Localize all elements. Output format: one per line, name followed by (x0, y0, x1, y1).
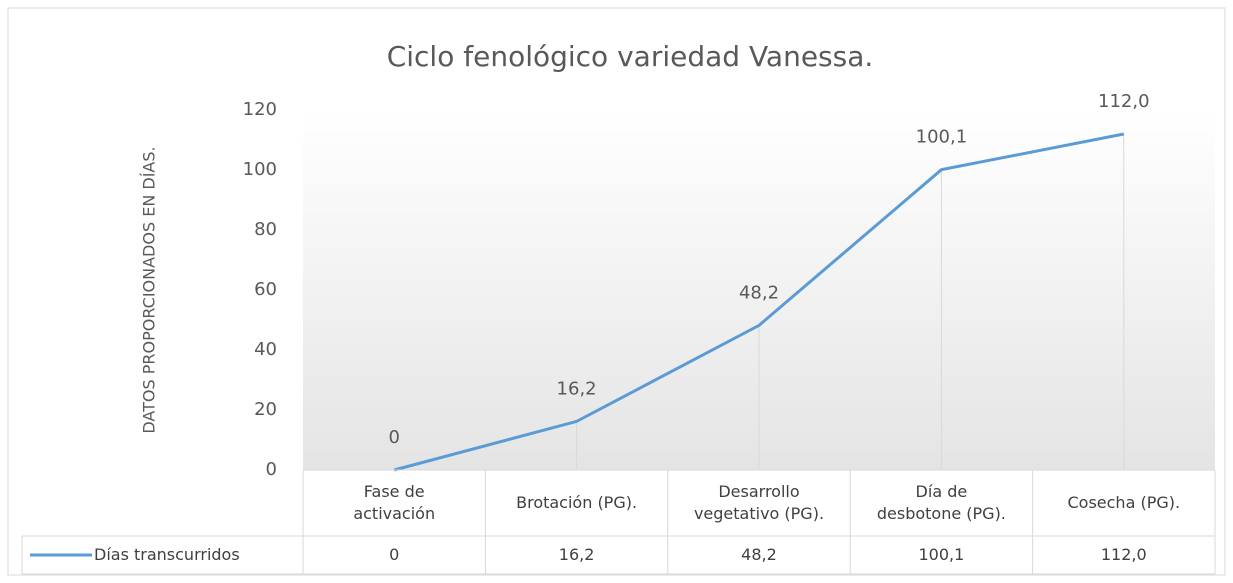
y-tick-label: 0 (266, 459, 277, 480)
table-value: 48,2 (741, 545, 777, 564)
y-tick-label: 20 (254, 399, 277, 420)
y-tick-label: 120 (243, 99, 277, 120)
y-tick-label: 40 (254, 339, 277, 360)
data-label: 100,1 (916, 127, 968, 148)
y-tick-label: 80 (254, 219, 277, 240)
table-value: 112,0 (1100, 545, 1147, 564)
y-tick-label: 100 (243, 159, 277, 180)
table-value: 100,1 (918, 545, 965, 564)
data-label: 0 (388, 427, 399, 448)
table-value: 0 (389, 545, 400, 564)
category-label: Cosecha (PG). (1067, 493, 1181, 512)
chart-border (7, 7, 1226, 576)
data-label: 112,0 (1098, 91, 1150, 112)
category-label: Brotación (PG). (516, 493, 638, 512)
chart-title: Ciclo fenológico variedad Vanessa. (387, 40, 874, 73)
data-label: 16,2 (557, 378, 597, 399)
series-line (393, 132, 1125, 472)
y-axis-label: DATOS PROPORCIONADOS EN DÍAS. (140, 146, 159, 433)
y-tick-label: 60 (254, 279, 277, 300)
category-label: Desarrollo vegetativo (PG). (693, 482, 825, 523)
category-label: Fase de activación (353, 482, 436, 523)
category-label: Día de desbotone (PG). (876, 482, 1006, 523)
table-value: 16,2 (558, 545, 595, 564)
legend-label: Días transcurridos (94, 545, 240, 564)
data-label: 48,2 (739, 282, 779, 303)
